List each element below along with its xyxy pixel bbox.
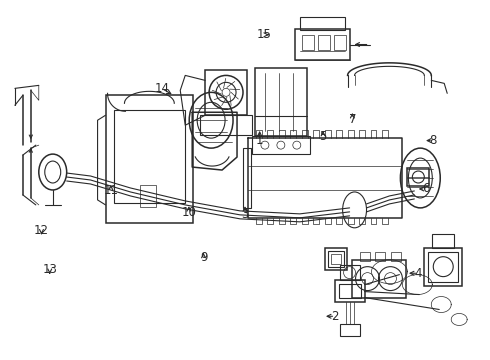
Text: 1: 1 [256,134,264,147]
Bar [432,234,454,248]
Text: 7: 7 [348,113,356,126]
Bar [114,110,185,203]
Text: 10: 10 [181,206,196,219]
Bar [325,248,346,270]
Bar [295,28,349,60]
Bar [335,280,365,302]
Bar [339,284,361,298]
Text: 3: 3 [241,208,249,221]
Bar [360,252,369,261]
Bar [340,265,360,280]
Bar [424,248,462,285]
Bar [105,95,193,223]
Bar [200,115,252,135]
Text: 15: 15 [257,28,272,41]
Bar [255,68,307,136]
Bar [302,35,314,50]
Bar [300,17,344,30]
Bar [252,136,310,154]
Bar [340,324,360,336]
Bar [352,260,406,298]
Bar [243,148,251,208]
Text: 4: 4 [415,267,422,280]
Text: 2: 2 [332,310,339,323]
Text: 14: 14 [154,82,170,95]
Bar [392,252,401,261]
Text: 5: 5 [319,130,327,144]
Bar [318,35,330,50]
Bar [428,252,458,282]
Bar [334,35,345,50]
Text: 9: 9 [200,251,207,264]
Bar [141,185,156,207]
Text: 13: 13 [42,263,57,276]
Bar [331,254,341,264]
Bar [205,71,247,115]
Bar [375,252,386,261]
Bar [407,168,429,186]
Text: 6: 6 [422,183,429,195]
Bar [328,251,343,267]
Text: 8: 8 [429,134,437,147]
Text: 12: 12 [34,224,49,237]
Text: 11: 11 [103,184,118,197]
